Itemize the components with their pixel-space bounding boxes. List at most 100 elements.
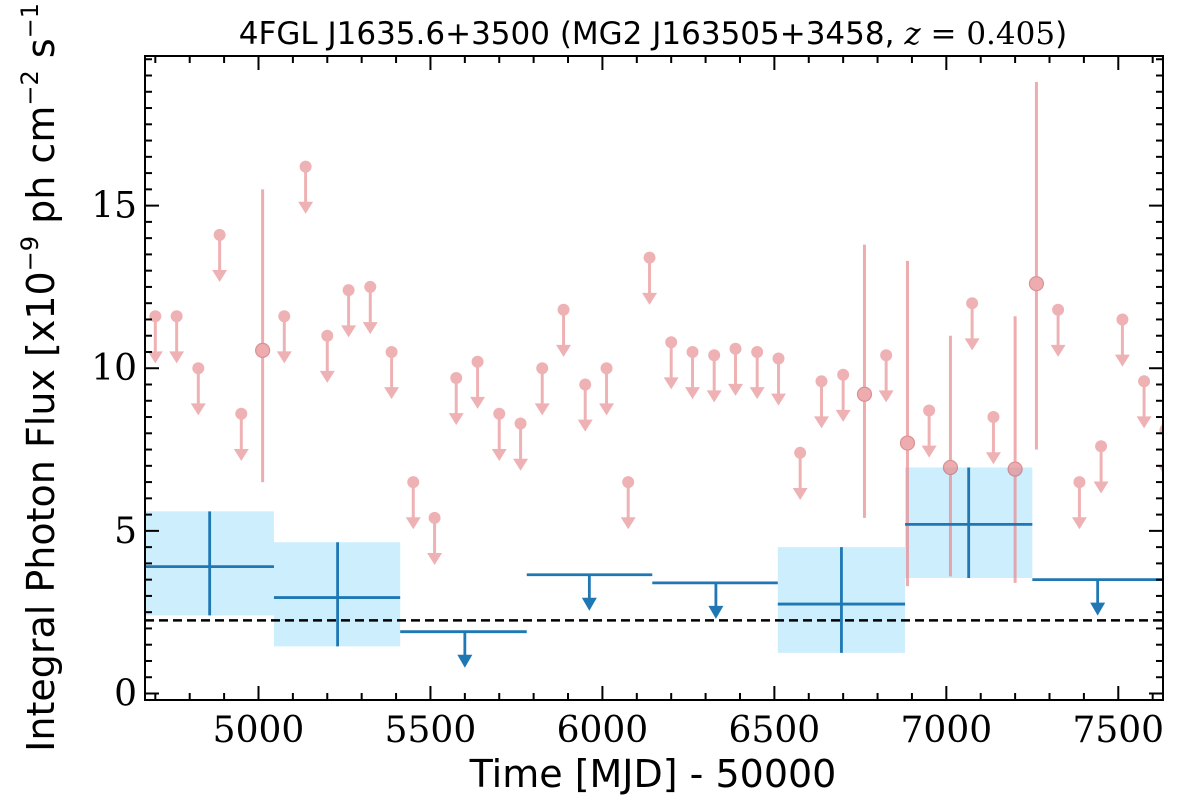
short-bin-upper-limit-marker	[428, 511, 441, 524]
short-bin-upper-limit-arrow	[1071, 482, 1087, 530]
long-bin-upper-limit-arrow-head	[708, 605, 724, 619]
short-bin-upper-limit-marker	[579, 378, 592, 391]
short-bin-upper-limit	[427, 511, 443, 566]
short-bin-upper-limit-arrow	[427, 517, 443, 566]
short-bin-upper-limit-arrow	[921, 410, 937, 458]
short-bin-upper-limit-marker	[966, 297, 979, 310]
short-bin-upper-limit-arrow-head	[362, 322, 378, 335]
short-bin-upper-limit-arrow	[169, 316, 185, 364]
short-bin-upper-limit-arrow	[685, 351, 701, 400]
short-bin-upper-limit-arrow	[233, 413, 249, 461]
long-bin-upper-limit-arrow-head	[581, 597, 597, 611]
long-bin-upper-limit-arrow-head	[457, 654, 473, 668]
short-bin-upper-limit-arrow	[749, 351, 765, 400]
short-bin-upper-limit-arrow-head	[813, 416, 829, 429]
short-bin-upper-limit	[878, 349, 894, 403]
short-bin-upper-limit-arrow-head	[792, 487, 808, 500]
short-bin-upper-limit-arrow	[276, 316, 292, 364]
short-bin-upper-limit-arrow	[470, 361, 486, 409]
x-tick-label: 7500	[1072, 710, 1164, 751]
short-bin-upper-limit-arrow-head	[728, 383, 744, 396]
short-bin-upper-limit-arrow-head	[427, 553, 443, 566]
x-tick-label: 6000	[557, 710, 649, 751]
short-bin-upper-limit-arrow-head	[405, 517, 421, 530]
short-bin-upper-limit-marker	[278, 310, 291, 323]
axes-frame	[144, 55, 1164, 701]
short-bin-upper-limit-arrow-head	[276, 351, 292, 364]
short-bin-upper-limit-arrow-head	[470, 396, 486, 409]
short-bin-upper-limit-arrow	[341, 290, 357, 338]
short-bin-upper-limit	[147, 310, 163, 364]
y-tick-label: 0	[114, 673, 137, 714]
x-tick-label: 6500	[729, 710, 821, 751]
short-bin-upper-limit-arrow-head	[663, 377, 679, 390]
axes-layer: 5000 5500 6000 6500 7000 7500 0 5 10 15	[91, 55, 1164, 751]
short-bin-upper-limit-marker	[536, 362, 549, 375]
long-bin-upper-limit-arrow	[457, 631, 473, 668]
short-bin-upper-limit-marker	[772, 352, 785, 365]
short-bin-upper-limit	[1071, 476, 1087, 530]
short-bin-upper-limit-marker	[299, 160, 312, 173]
short-bin-detection	[1007, 316, 1023, 583]
short-bin-upper-limit-arrow-head	[964, 338, 980, 351]
short-bin-upper-limit	[985, 411, 1001, 465]
short-bin-upper-limit-arrow	[319, 335, 335, 383]
short-bin-upper-limit	[1050, 303, 1066, 357]
short-bin-upper-limit-marker	[364, 280, 377, 293]
short-bin-upper-limit	[298, 160, 314, 214]
x-tick-label: 5500	[385, 710, 477, 751]
short-bin-upper-limit	[577, 378, 593, 432]
short-bin-detection	[255, 189, 271, 483]
y-tick-label: 15	[91, 186, 137, 227]
chart-title: 4FGL J1635.6+3500 (MG2 J163505+3458, z =…	[239, 16, 1067, 52]
short-bin-upper-limit-arrow	[1050, 309, 1066, 357]
short-bin-upper-limit	[1114, 313, 1130, 367]
short-bin-upper-limit-arrow-head	[620, 517, 636, 530]
short-bin-upper-limit	[835, 368, 851, 422]
short-bin-upper-limit-arrow-head	[1050, 344, 1066, 357]
short-bin-upper-limit-marker	[213, 228, 226, 241]
y-tick-label: 5	[114, 511, 137, 552]
short-bin-upper-limit-arrow	[190, 368, 206, 416]
short-bin-upper-limit-arrow	[298, 166, 314, 214]
short-bin-detection-marker	[942, 459, 959, 476]
short-bin-upper-limit-marker	[1095, 440, 1108, 453]
short-bin-upper-limit-arrow-head	[233, 448, 249, 461]
short-bin-upper-limit	[341, 284, 357, 338]
short-bin-upper-limit	[384, 345, 400, 400]
short-bin-upper-limit-marker	[321, 329, 334, 342]
short-bin-detection	[1028, 82, 1045, 450]
short-bin-upper-limit-arrow	[642, 257, 658, 305]
y-tick-label: 10	[91, 348, 137, 389]
short-bin-upper-limit-arrow	[599, 368, 615, 416]
short-bin-upper-limit	[212, 228, 228, 283]
short-bin-upper-limit-marker	[493, 407, 506, 420]
short-bin-upper-limit-marker	[600, 362, 613, 375]
short-bin-detection	[942, 335, 959, 577]
short-bin-upper-limit-arrow	[513, 423, 529, 471]
short-bin-upper-limit-arrow-head	[169, 351, 185, 364]
short-bin-upper-limit-arrow	[405, 482, 421, 530]
short-bin-upper-limit-marker	[192, 362, 205, 375]
short-bin-upper-limit	[190, 362, 206, 416]
short-bin-detection	[899, 260, 916, 587]
short-bin-upper-limit-arrow	[985, 417, 1001, 465]
short-bin-upper-limit-arrow-head	[921, 445, 937, 458]
short-bin-upper-limit-arrow	[362, 286, 378, 335]
short-bin-upper-limit-marker	[149, 310, 162, 323]
short-bin-upper-limit-marker	[1138, 375, 1151, 388]
short-bin-upper-limit-arrow-head	[835, 409, 851, 422]
short-bin-upper-limit	[319, 329, 335, 383]
data-layer	[145, 82, 1163, 668]
x-tick-label: 5000	[213, 710, 305, 751]
short-bin-upper-limit-arrow-head	[770, 393, 786, 406]
short-bin-upper-limit-marker	[729, 342, 742, 355]
short-bin-upper-limit	[813, 375, 829, 429]
short-bin-upper-limit-marker	[407, 476, 420, 489]
short-bin-upper-limit-arrow-head	[319, 370, 335, 383]
short-bin-detection	[856, 244, 873, 518]
short-bin-upper-limit-marker	[686, 345, 699, 358]
long-bin-upper-limit-arrow-head	[1090, 602, 1106, 616]
short-bin-upper-limit-arrow	[448, 378, 464, 426]
x-axis-title: Time [MJD] - 50000	[469, 752, 837, 796]
